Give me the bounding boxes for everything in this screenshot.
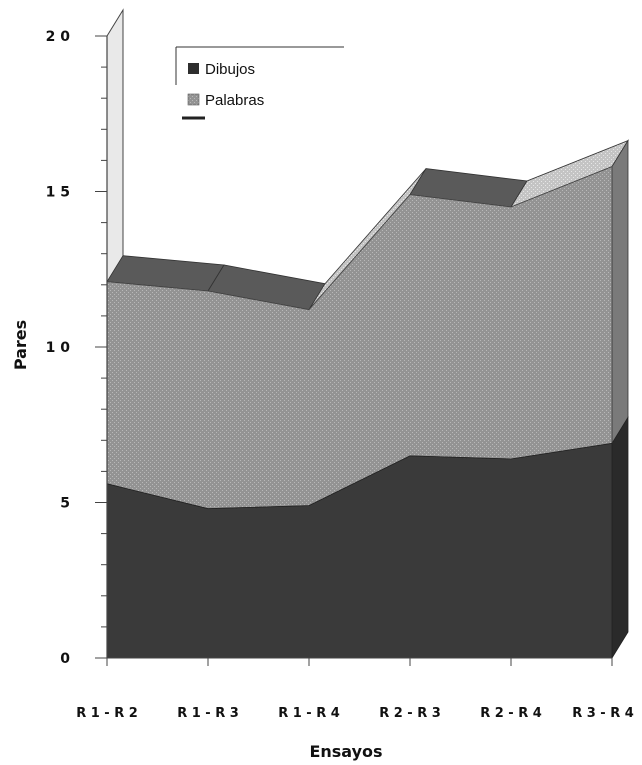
legend-swatch-palabras [187,93,200,106]
legend-label-dibujos: Dibujos [205,61,255,78]
y-tick-label: 1 0 [46,340,71,356]
x-axis-labels: R 1 - R 2 R 1 - R 3 R 1 - R 4 R 2 - R 3 R 2 … [76,706,634,721]
dibujos-side-face [611,415,629,660]
y-tick-label: 5 [60,496,70,512]
x-axis-title: Ensayos [309,742,382,761]
y-axis: 0 5 1 0 1 5 2 0 [46,29,613,667]
y-tick-label: 1 5 [46,185,70,201]
x-tick-label: R 2 - R 3 [379,706,441,721]
legend: Dibujos Palabras [175,46,344,120]
palabras-side-face [611,139,629,445]
y-tick-label: 2 0 [46,29,71,45]
area-layers [106,139,629,660]
x-tick-label: R 2 - R 4 [480,706,542,721]
legend-border [175,46,344,85]
legend-box [176,47,344,117]
x-tick-label: R 1 - R 2 [76,706,138,721]
legend-label-palabras: Palabras [205,92,264,109]
x-tick-label: R 1 - R 4 [278,706,340,721]
x-tick-label: R 3 - R 4 [572,706,634,721]
y-tick-label: 0 [60,651,70,667]
x-tick-label: R 1 - R 3 [177,706,239,721]
legend-swatch-dibujos [188,63,199,74]
y-axis-title: Pares [11,320,30,370]
